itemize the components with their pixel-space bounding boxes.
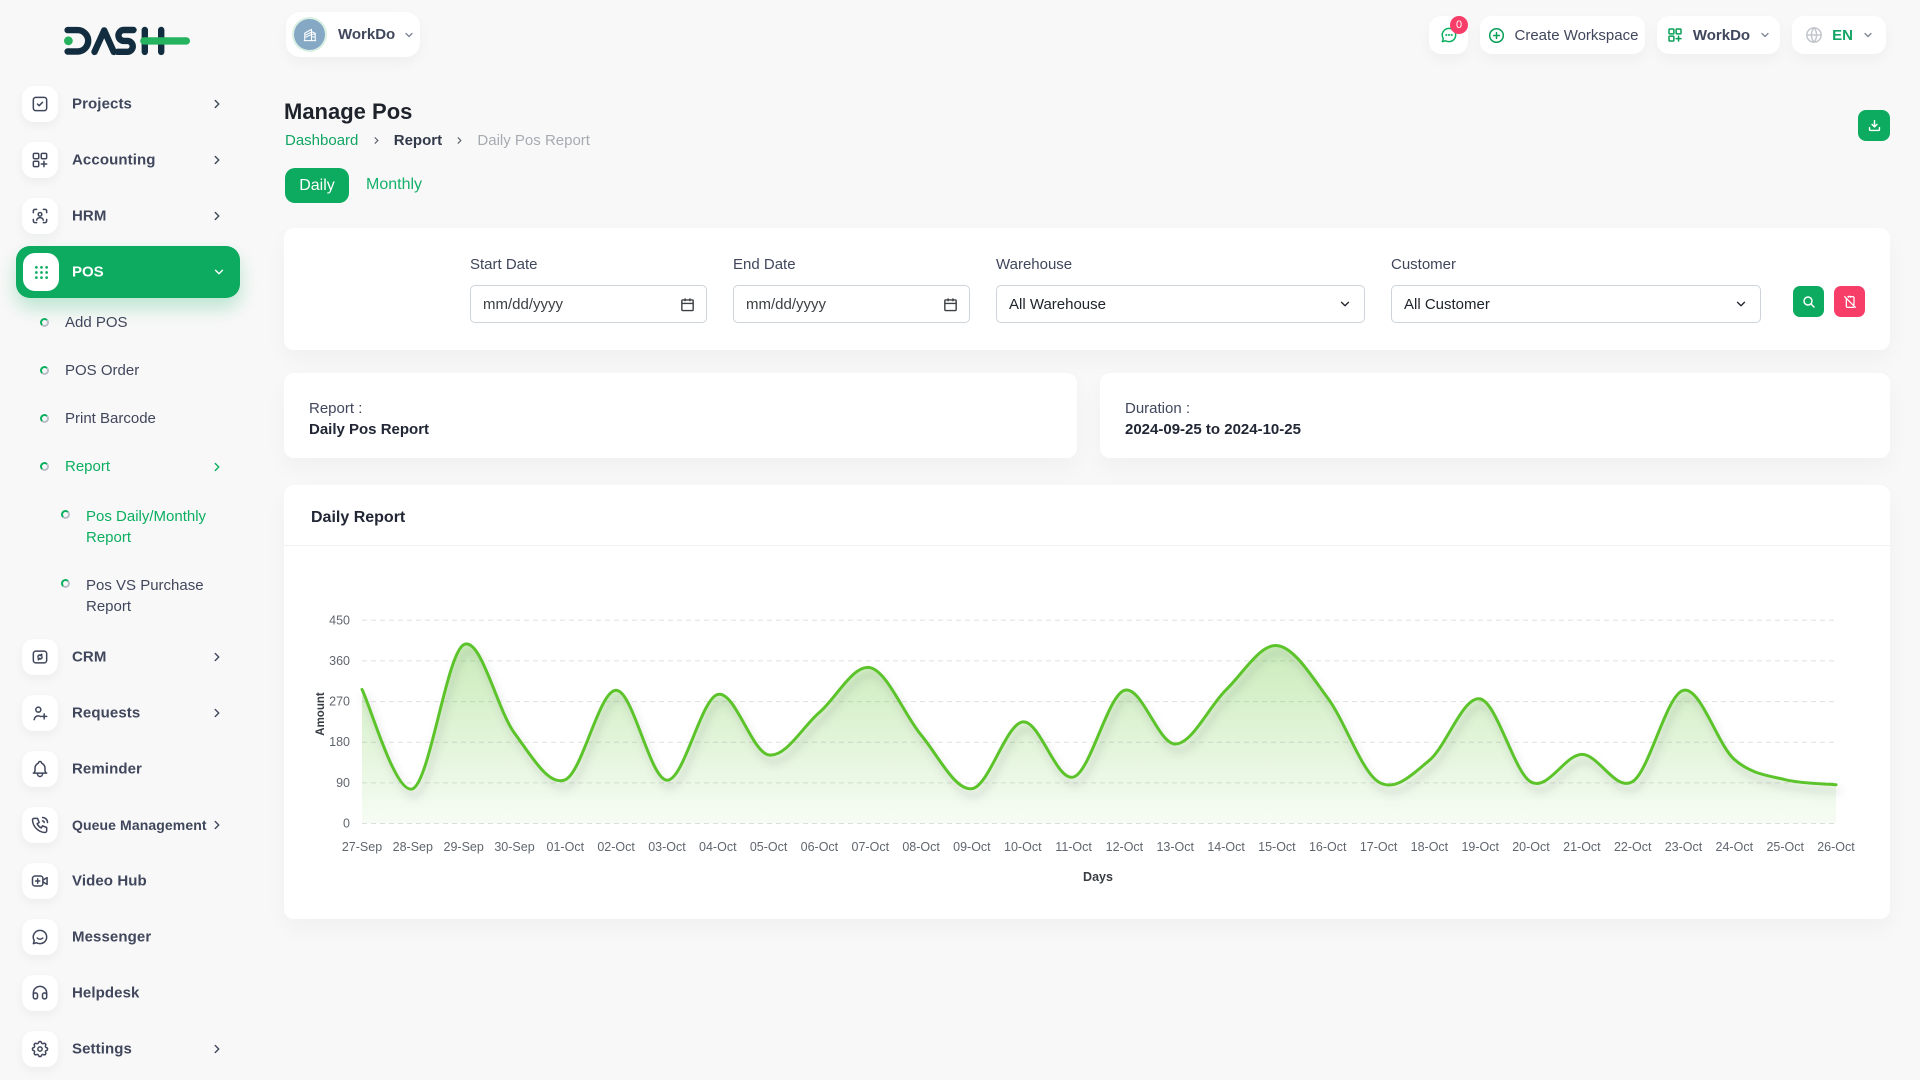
svg-text:18-Oct: 18-Oct: [1411, 840, 1449, 854]
svg-text:04-Oct: 04-Oct: [699, 840, 737, 854]
svg-text:22-Oct: 22-Oct: [1614, 840, 1652, 854]
svg-text:270: 270: [329, 695, 350, 709]
svg-text:19-Oct: 19-Oct: [1461, 840, 1499, 854]
svg-text:07-Oct: 07-Oct: [852, 840, 890, 854]
svg-text:15-Oct: 15-Oct: [1258, 840, 1296, 854]
svg-text:12-Oct: 12-Oct: [1106, 840, 1144, 854]
svg-text:11-Oct: 11-Oct: [1055, 840, 1092, 854]
svg-text:16-Oct: 16-Oct: [1309, 840, 1347, 854]
svg-text:09-Oct: 09-Oct: [953, 840, 991, 854]
svg-text:23-Oct: 23-Oct: [1665, 840, 1703, 854]
svg-text:26-Oct: 26-Oct: [1817, 840, 1855, 854]
svg-text:30-Sep: 30-Sep: [494, 840, 534, 854]
svg-text:02-Oct: 02-Oct: [597, 840, 635, 854]
svg-text:13-Oct: 13-Oct: [1156, 840, 1194, 854]
svg-text:25-Oct: 25-Oct: [1766, 840, 1804, 854]
svg-text:360: 360: [329, 654, 350, 668]
svg-text:03-Oct: 03-Oct: [648, 840, 686, 854]
svg-text:14-Oct: 14-Oct: [1207, 840, 1245, 854]
svg-text:24-Oct: 24-Oct: [1716, 840, 1754, 854]
svg-text:28-Sep: 28-Sep: [393, 840, 433, 854]
svg-text:0: 0: [343, 817, 350, 831]
svg-text:08-Oct: 08-Oct: [902, 840, 940, 854]
svg-text:90: 90: [336, 776, 350, 790]
svg-text:01-Oct: 01-Oct: [547, 840, 585, 854]
svg-text:180: 180: [329, 735, 350, 749]
svg-text:21-Oct: 21-Oct: [1563, 840, 1601, 854]
svg-text:27-Sep: 27-Sep: [342, 840, 382, 854]
svg-text:Days: Days: [1083, 870, 1113, 884]
svg-text:Amount: Amount: [315, 692, 327, 736]
svg-text:05-Oct: 05-Oct: [750, 840, 788, 854]
svg-text:450: 450: [329, 613, 350, 627]
svg-text:06-Oct: 06-Oct: [801, 840, 839, 854]
svg-text:29-Sep: 29-Sep: [444, 840, 484, 854]
svg-text:10-Oct: 10-Oct: [1004, 840, 1042, 854]
svg-text:17-Oct: 17-Oct: [1360, 840, 1398, 854]
svg-text:20-Oct: 20-Oct: [1512, 840, 1550, 854]
